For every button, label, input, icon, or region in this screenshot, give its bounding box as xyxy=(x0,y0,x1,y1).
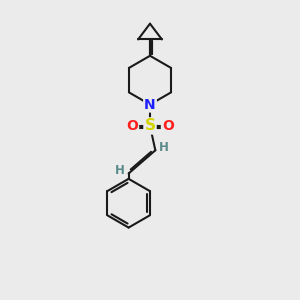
Text: H: H xyxy=(115,164,125,177)
Text: N: N xyxy=(144,98,156,112)
Text: O: O xyxy=(162,119,174,133)
Text: S: S xyxy=(145,118,155,134)
Text: H: H xyxy=(159,141,169,154)
Text: O: O xyxy=(126,119,138,133)
